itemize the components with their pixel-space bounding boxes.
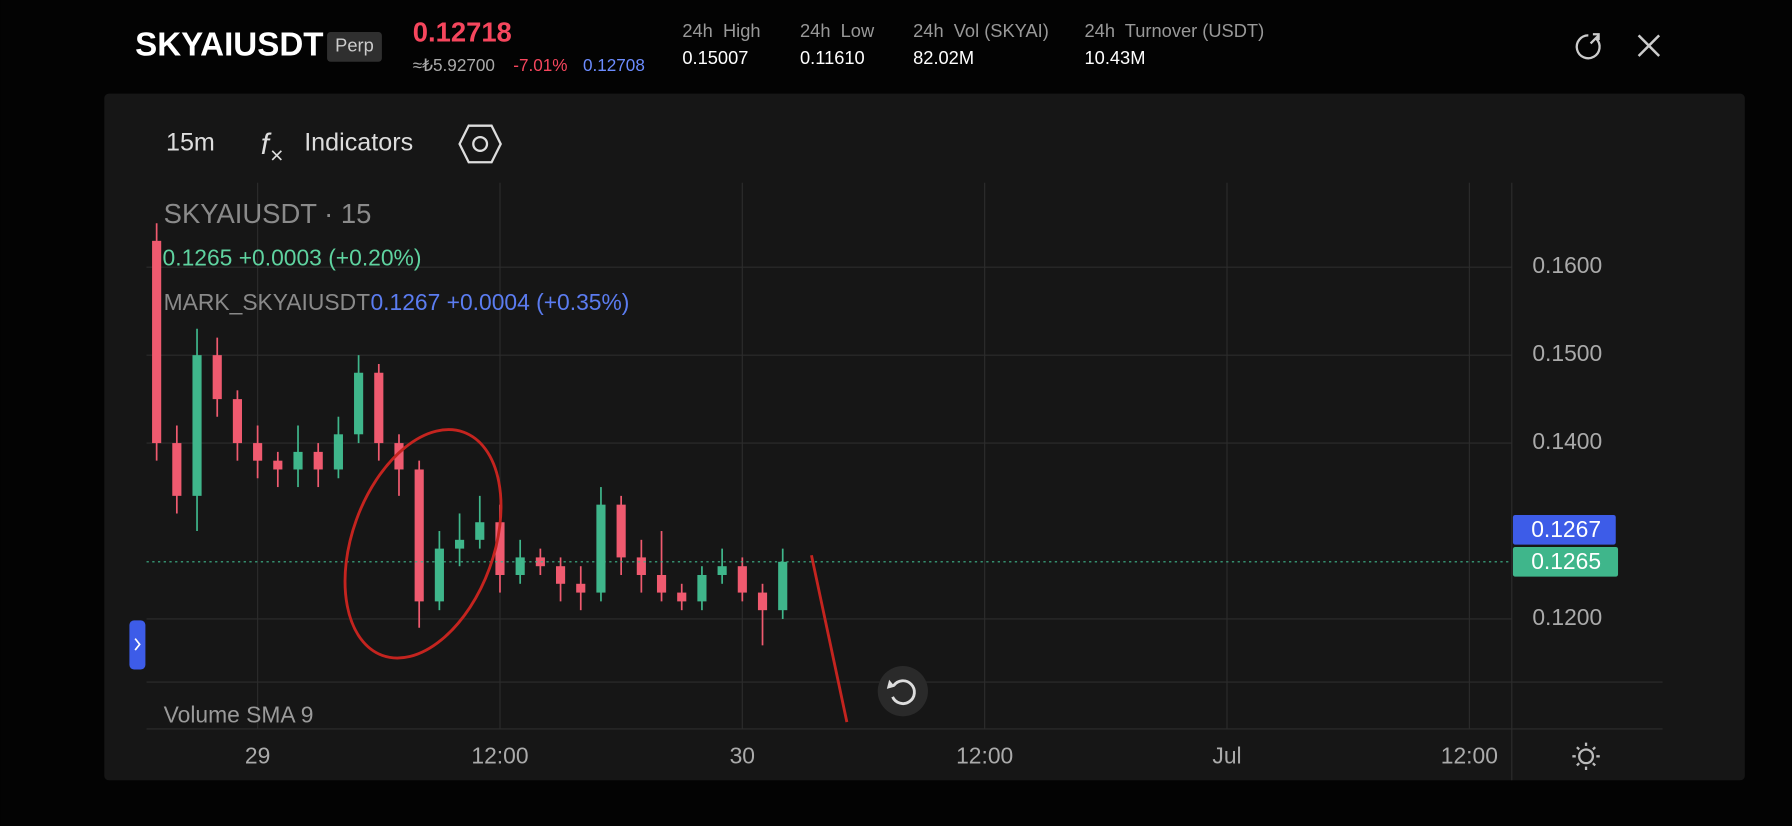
candle-body (576, 583, 586, 593)
candle-body (313, 451, 323, 470)
candle-body (778, 561, 788, 611)
annotation-ellipse (343, 428, 503, 660)
reset-button[interactable] (877, 666, 928, 717)
candle-body (515, 557, 525, 575)
candle-body (535, 557, 545, 567)
chart-title: SKYAIUSDT · 15 (164, 198, 372, 229)
stat-value: 10.43M (1085, 47, 1146, 68)
stat-label: 24h High (682, 20, 760, 41)
y-tick-label: 0.1200 (1532, 604, 1602, 630)
legend-price: 0.1265 +0.0003 (+0.20%) (163, 244, 422, 270)
x-tick-label: 29 (245, 742, 270, 768)
mark-price-label: 0.1267 (1531, 516, 1601, 542)
x-tick-label: 12:00 (471, 742, 528, 768)
candle-body (616, 504, 626, 558)
fx-icon-x (271, 150, 282, 161)
open-external-button[interactable] (1575, 33, 1601, 60)
symbol: SKYAIUSDT (135, 27, 323, 64)
candle-body (495, 522, 505, 575)
candle-body (596, 504, 606, 593)
close-button[interactable] (1637, 34, 1661, 57)
annotation-line (810, 554, 849, 723)
candle-body (212, 355, 222, 400)
plot: 29 12:00 30 12:00 Jul 12:00 0.1200 0.1400 0.1500… (146, 182, 1619, 768)
mark-price: 0.12708 (583, 55, 645, 75)
candle-body (394, 443, 404, 470)
converted-price: ≈₺5.92700 (413, 55, 495, 75)
interval-button[interactable]: 15m (166, 129, 215, 157)
candle-body (232, 399, 242, 444)
candle-body (354, 372, 364, 435)
candle-body (434, 548, 444, 602)
stat-value: 0.11610 (800, 47, 865, 68)
candle-body (475, 522, 485, 540)
candle-body (152, 240, 162, 444)
settings-button[interactable] (458, 124, 502, 164)
badge: Perp (335, 35, 374, 56)
fx-icon: f (261, 128, 272, 161)
volume-label: Volume SMA 9 (164, 701, 314, 727)
last-price-label: 0.1265 (1531, 548, 1601, 574)
stat-label: 24h Low (800, 20, 875, 41)
candle-body (555, 566, 566, 584)
chart-panel (104, 93, 1745, 781)
indicators-button[interactable]: Indicators (304, 129, 413, 157)
mark-price-box (1512, 514, 1616, 545)
x-tick-label: 30 (730, 742, 755, 768)
candle-body (293, 451, 303, 470)
candle-body (374, 372, 384, 444)
candle-body (172, 443, 182, 496)
time-settings-button[interactable] (1572, 742, 1600, 771)
stat-label: 24h Turnover (USDT) (1085, 20, 1265, 41)
y-tick-label: 0.1600 (1532, 252, 1602, 278)
candle-body (677, 592, 687, 602)
y-tick-label: 0.1400 (1532, 428, 1602, 454)
mark-name: MARK_SKYAIUSDT (164, 289, 370, 315)
x-tick-label: 12:00 (956, 742, 1013, 768)
sidebar-toggle-icon (134, 638, 141, 651)
candle-body (253, 443, 263, 461)
last-price: 0.12718 (413, 17, 512, 48)
last-price-box (1512, 546, 1619, 577)
candle-body (757, 592, 768, 611)
stat-label: 24h Vol (SKYAI) (913, 20, 1049, 41)
x-tick-label: 12:00 (1441, 742, 1498, 768)
candle-body (636, 557, 646, 575)
candle-body (192, 355, 202, 496)
candle-body (333, 434, 343, 470)
candle-body (717, 566, 727, 575)
stat-value: 0.15007 (682, 47, 748, 68)
candle-body (455, 539, 465, 549)
candle-body (414, 469, 424, 602)
badge-bg (327, 31, 382, 62)
y-tick-label: 0.1500 (1532, 340, 1602, 366)
candle-body (737, 566, 747, 593)
stat-value: 82.02M (913, 47, 974, 68)
x-tick-label: Jul (1212, 742, 1241, 768)
candle-body (656, 574, 667, 593)
sidebar-toggle[interactable] (129, 620, 146, 670)
change: -7.01% (513, 55, 567, 75)
candle-body (697, 574, 707, 602)
mark-legend-price: 0.1267 +0.0004 (+0.35%) (370, 289, 629, 315)
candle-body (273, 460, 283, 470)
